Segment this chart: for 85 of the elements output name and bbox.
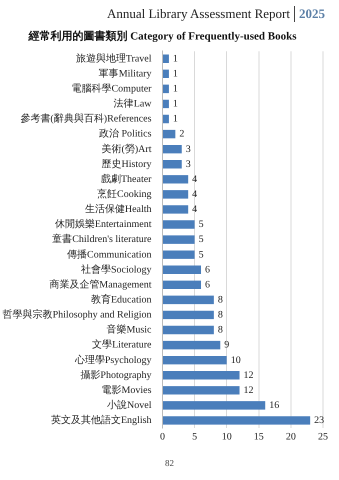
data-label: 6 <box>205 264 210 276</box>
y-tick-label: 法律Law <box>114 98 152 110</box>
bar <box>163 386 240 395</box>
y-tick-label: 音樂Music <box>106 324 152 336</box>
data-label: 16 <box>269 400 280 412</box>
x-tick-label: 5 <box>192 432 198 443</box>
bar <box>163 84 169 94</box>
text: 2025 <box>294 6 325 22</box>
y-tick-label: 旅遊與地理Travel <box>76 52 152 64</box>
data-label: 4 <box>192 204 198 216</box>
bar <box>163 100 169 108</box>
data-label: 1 <box>172 98 178 110</box>
y-tick-label: 參考書(辭典與百科)References <box>20 112 152 125</box>
bar <box>163 114 169 124</box>
y-tick-label: 小說Novel <box>107 399 152 412</box>
bar <box>163 54 169 63</box>
y-tick-label: 童書Children's literature <box>52 233 152 246</box>
y-tick-label: 歷史History <box>102 158 152 170</box>
data-label: 1 <box>172 68 178 80</box>
bar <box>163 205 188 214</box>
x-tick-label: 15 <box>254 432 264 443</box>
data-label: 12 <box>244 384 254 396</box>
y-tick-label: 文學Literature <box>92 338 152 351</box>
bar <box>163 130 176 138</box>
y-tick-label: 美術(勞)Art <box>102 142 152 155</box>
data-label: 5 <box>198 234 204 246</box>
bar <box>163 220 195 229</box>
bar <box>163 266 202 274</box>
y-tick-label: 教育Education <box>90 294 152 306</box>
x-tick-label: 0 <box>160 432 165 443</box>
bar <box>163 70 169 78</box>
x-tick-label: 10 <box>222 432 232 443</box>
y-tick-label: 英文及其他語文English <box>50 414 152 426</box>
y-tick-label: 休閒娛樂Entertainment <box>54 218 152 230</box>
data-label: 6 <box>205 279 210 290</box>
data-label: 5 <box>198 249 204 260</box>
data-label: 4 <box>192 189 198 200</box>
data-label: 2 <box>179 128 184 140</box>
bar <box>163 340 220 350</box>
y-tick-label: 商業及企管Management <box>49 278 152 290</box>
bar <box>163 144 182 154</box>
bar <box>163 175 188 184</box>
y-tick-label: 心理學Psychology <box>74 354 152 366</box>
y-tick-label: 哲學與宗教Philosophy and Religion <box>2 308 152 321</box>
data-label: 23 <box>314 415 324 426</box>
bar <box>163 416 310 425</box>
x-tick-label: 20 <box>286 432 296 443</box>
data-label: 8 <box>218 324 223 336</box>
y-tick-label: 電腦科學Computer <box>72 82 152 95</box>
x-tick-label: 25 <box>318 432 328 443</box>
data-label: 10 <box>230 354 241 366</box>
data-label: 1 <box>172 114 178 125</box>
bar <box>163 235 195 244</box>
bar <box>163 280 202 290</box>
data-label: 4 <box>192 174 198 185</box>
bar <box>163 190 188 199</box>
data-label: 3 <box>186 144 191 155</box>
y-tick-label: 生活保健Health <box>84 203 152 216</box>
y-tick-label: 電影Movies <box>102 384 152 396</box>
y-tick-label: 軍事Military <box>98 67 152 80</box>
y-tick-label: 傳播Communication <box>67 248 152 260</box>
bar <box>163 356 227 364</box>
data-label: 5 <box>198 219 204 230</box>
y-tick-label: 攝影Photography <box>80 368 152 381</box>
y-tick-label: 烹飪Cooking <box>97 188 152 200</box>
data-label: 8 <box>218 294 223 306</box>
data-label: 12 <box>244 370 254 381</box>
data-label: 8 <box>218 310 223 321</box>
chart-title: 經常利用的圖書類別 Category of Frequently-used Books <box>27 29 298 42</box>
bar <box>163 326 214 334</box>
bar <box>163 160 182 168</box>
data-label: 9 <box>224 340 230 351</box>
text: 82 <box>164 458 175 468</box>
bar <box>163 371 240 380</box>
data-label: 1 <box>172 53 178 64</box>
data-label: 3 <box>186 158 191 170</box>
bar <box>163 250 195 259</box>
y-tick-label: 戲劇Theater <box>100 172 152 185</box>
bar <box>163 401 266 410</box>
data-label: 1 <box>172 84 178 95</box>
y-tick-label: 政治 Politics <box>98 128 152 140</box>
bar <box>163 296 214 304</box>
y-tick-label: 社會學Sociology <box>80 263 152 276</box>
bar <box>163 310 214 320</box>
text: Annual Library Assessment Report <box>106 6 290 22</box>
